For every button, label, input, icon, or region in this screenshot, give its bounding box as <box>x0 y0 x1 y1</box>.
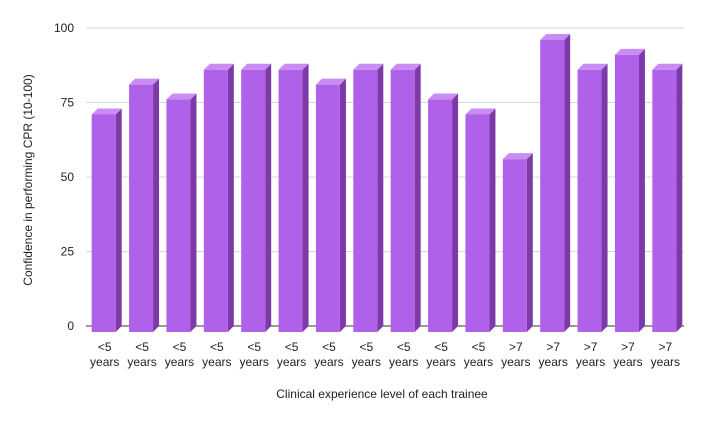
y-tick-label: 25 <box>61 245 75 259</box>
bar-front <box>129 84 154 332</box>
bar-side <box>414 63 421 332</box>
x-tick-label: <5 years <box>352 340 381 369</box>
x-tick-label: <5 years <box>90 340 119 369</box>
bar-front <box>241 69 266 332</box>
bar <box>203 63 234 332</box>
bar-top <box>577 63 608 70</box>
y-tick-label: 0 <box>67 319 74 333</box>
bar-side <box>601 63 608 332</box>
bar-top <box>428 93 459 100</box>
x-tick-label: <5 years <box>314 340 343 369</box>
x-tick-label: <5 years <box>127 340 156 369</box>
bar-front <box>91 114 116 333</box>
bar-front <box>390 69 415 332</box>
bar-front <box>428 99 453 332</box>
x-tick-label: >7 years <box>651 340 680 369</box>
bar-top <box>203 63 234 70</box>
bar-side <box>452 93 459 332</box>
bar-front <box>614 54 639 333</box>
bar-front <box>203 69 228 332</box>
bar-front <box>577 69 602 332</box>
bar-side <box>302 63 309 332</box>
bar-top <box>278 63 309 70</box>
bar <box>465 108 496 333</box>
bar-top <box>353 63 384 70</box>
x-tick-label: <5 years <box>240 340 269 369</box>
bar-side <box>153 78 160 332</box>
bar-top <box>241 63 272 70</box>
x-tick-label: <5 years <box>389 340 418 369</box>
x-axis-ticks: <5 years <5 years <5 years <5 years <5 years <5 yea… <box>90 340 680 369</box>
bar-side <box>377 63 384 332</box>
bar <box>353 63 384 332</box>
bar-front <box>652 69 677 332</box>
x-tick-label: <5 years <box>277 340 306 369</box>
bar-side <box>526 153 533 332</box>
bar-top <box>465 108 496 115</box>
bar <box>540 33 571 333</box>
bar-top <box>614 48 645 55</box>
bar-side <box>227 63 234 332</box>
y-tick-label: 75 <box>61 96 75 110</box>
x-tick-label: >7 years <box>539 340 568 369</box>
bar <box>428 93 459 332</box>
bar-top <box>502 153 533 160</box>
y-axis-ticks: 0 25 50 75 100 <box>54 21 74 333</box>
bar-top <box>91 108 122 115</box>
bar <box>614 48 645 333</box>
x-tick-label: <5 years <box>202 340 231 369</box>
bar-front <box>166 99 191 332</box>
bar <box>652 63 683 332</box>
bar-side <box>339 78 346 332</box>
bar-front <box>353 69 378 332</box>
bar-front <box>465 114 490 333</box>
bar <box>166 93 197 332</box>
x-tick-label: <5 years <box>426 340 455 369</box>
bar-front <box>315 84 340 332</box>
bar <box>577 63 608 332</box>
y-axis-title: Confidence in performing CPR (10-100) <box>21 74 35 285</box>
bar-side <box>676 63 683 332</box>
bar <box>315 78 346 332</box>
x-tick-label: <5 years <box>464 340 493 369</box>
bar-top <box>652 63 683 70</box>
bar-front <box>502 159 527 332</box>
bar <box>390 63 421 332</box>
bar-side <box>115 108 122 333</box>
bar-side <box>564 33 571 333</box>
bar-front <box>540 39 565 333</box>
x-tick-label: <5 years <box>165 340 194 369</box>
x-tick-label: >7 years <box>613 340 642 369</box>
bar-side <box>190 93 197 332</box>
bar <box>278 63 309 332</box>
bar-top <box>540 33 571 40</box>
bar-side <box>265 63 272 332</box>
bar-side <box>638 48 645 333</box>
bar-top <box>129 78 160 85</box>
bar-top <box>166 93 197 100</box>
bar <box>129 78 160 332</box>
bar-side <box>489 108 496 333</box>
bar <box>502 153 533 332</box>
bars <box>91 33 683 333</box>
bar <box>91 108 122 333</box>
x-tick-label: >7 years <box>501 340 530 369</box>
x-axis-title: Clinical experience level of each traine… <box>276 387 488 401</box>
bar-top <box>390 63 421 70</box>
bar-front <box>278 69 303 332</box>
y-tick-label: 100 <box>54 21 74 35</box>
y-tick-label: 50 <box>61 170 75 184</box>
x-tick-label: >7 years <box>576 340 605 369</box>
bar <box>241 63 272 332</box>
bar-top <box>315 78 346 85</box>
